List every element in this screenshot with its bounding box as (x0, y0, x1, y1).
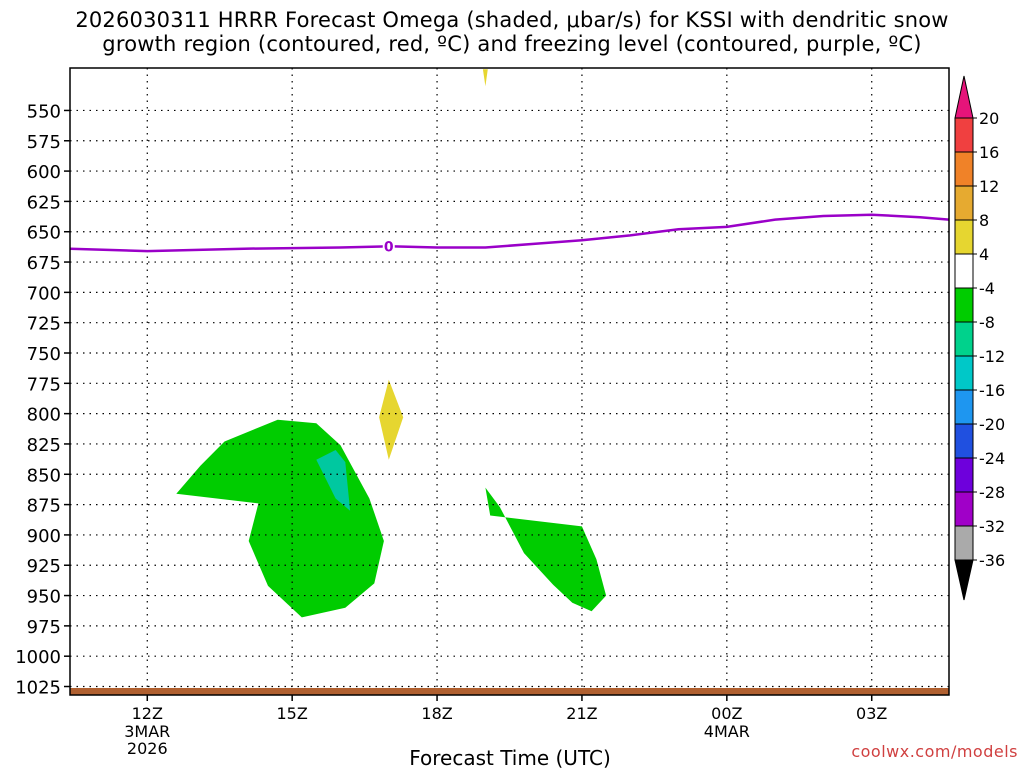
y-tick-label-650: 650 (27, 223, 61, 244)
y-tick-label-850: 850 (27, 465, 61, 486)
y-axis: 550 575 600 625 650 675 700 725 750 775 800 825 850 8… (15, 101, 70, 699)
colorbar-label-1: -32 (979, 517, 1005, 536)
y-tick-label-825: 825 (27, 435, 61, 456)
y-tick-label-625: 625 (27, 192, 61, 213)
x-tick-sublabel-12Z-1: 2026 (127, 739, 168, 758)
y-tick-label-975: 975 (27, 617, 61, 638)
credit-text: coolwx.com/models (851, 742, 1018, 761)
y-tick-label-800: 800 (27, 405, 61, 426)
omega-region-3 (379, 379, 404, 460)
colorbar-label-5: -16 (979, 381, 1005, 400)
x-tick-label-00Z: 00Z (711, 704, 742, 723)
colorbar-label-7: -8 (979, 313, 995, 332)
x-tick-sublabel-00Z-0: 4MAR (704, 722, 750, 741)
colorbar-label-6: -12 (979, 347, 1005, 366)
colorbar-label-9: 4 (979, 245, 989, 264)
colorbar-label-12: 16 (979, 143, 999, 162)
y-tick-label-950: 950 (27, 587, 61, 608)
omega-region-4 (482, 69, 488, 87)
colorbar-arrow-high (954, 75, 974, 119)
ground-strip (70, 688, 949, 695)
y-tick-label-925: 925 (27, 556, 61, 577)
colorbar-bin-12 (954, 151, 974, 187)
y-tick-label-725: 725 (27, 314, 61, 335)
colorbar-bin-11 (954, 185, 974, 221)
freezing-label-bg (382, 238, 395, 255)
colorbar-bin-6 (954, 355, 974, 391)
y-tick-label-700: 700 (27, 283, 61, 304)
freezing-level-label: 0 (384, 239, 394, 255)
colorbar-label-0: -36 (979, 551, 1005, 570)
y-tick-label-675: 675 (27, 253, 61, 274)
ground-fill (70, 688, 949, 695)
omega-regions (176, 69, 607, 618)
colorbar-bin-4 (954, 423, 974, 459)
y-tick-label-875: 875 (27, 496, 61, 517)
chart-title-line-1: 2026030311 HRRR Forecast Omega (shaded, … (75, 8, 949, 32)
freezing-level: 0 (69, 213, 950, 255)
y-tick-label-775: 775 (27, 374, 61, 395)
colorbar-bin-10 (954, 219, 974, 255)
colorbar-bin-9 (954, 253, 974, 289)
x-tick-label-18Z: 18Z (421, 704, 452, 723)
omega-region-2 (485, 487, 607, 612)
x-tick-label-03Z: 03Z (856, 704, 887, 723)
colorbar-bin-13 (954, 117, 974, 153)
x-tick-label-21Z: 21Z (566, 704, 597, 723)
y-tick-label-575: 575 (27, 132, 61, 153)
grid-lines (70, 68, 949, 695)
colorbar-label-11: 12 (979, 177, 999, 196)
x-tick-sublabel-12Z-0: 3MAR (124, 722, 170, 741)
freezing-level-line (69, 213, 950, 253)
colorbar: -36 -32 -28 -24 -20 -16 -12 -8 -4 4 8 12 16 20 (954, 75, 1005, 601)
colorbar-label-8: -4 (979, 279, 995, 298)
chart-title-line-2: growth region (contoured, red, ºC) and f… (102, 32, 922, 56)
y-tick-label-550: 550 (27, 101, 61, 122)
plot-frame (69, 67, 950, 696)
x-axis-label: Forecast Time (UTC) (409, 746, 611, 768)
colorbar-bin-3 (954, 457, 974, 493)
colorbar-label-3: -24 (979, 449, 1005, 468)
y-tick-label-1025: 1025 (15, 678, 61, 699)
x-tick-label-15Z: 15Z (277, 704, 308, 723)
colorbar-label-2: -28 (979, 483, 1005, 502)
colorbar-bin-2 (954, 491, 974, 527)
colorbar-label-4: -20 (979, 415, 1005, 434)
colorbar-bin-7 (954, 321, 974, 357)
omega-region-0 (176, 419, 384, 618)
y-tick-label-1000: 1000 (15, 647, 61, 668)
colorbar-arrow-low (954, 559, 974, 601)
x-tick-label-12Z: 12Z (132, 704, 163, 723)
y-tick-label-750: 750 (27, 344, 61, 365)
colorbar-bin-8 (954, 287, 974, 323)
colorbar-bin-1 (954, 525, 974, 561)
y-tick-label-600: 600 (27, 162, 61, 183)
colorbar-label-13: 20 (979, 109, 999, 128)
omega-region-1 (316, 450, 351, 511)
colorbar-label-10: 8 (979, 211, 989, 230)
colorbar-bin-5 (954, 389, 974, 425)
y-tick-label-900: 900 (27, 526, 61, 547)
